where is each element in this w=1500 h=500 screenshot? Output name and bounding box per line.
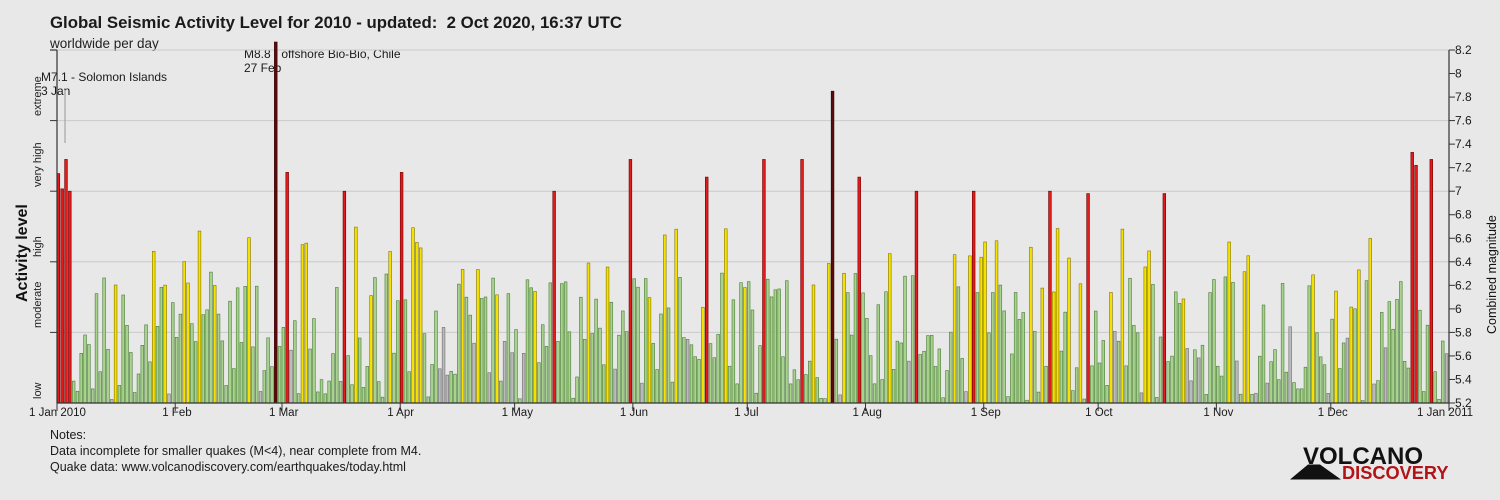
- svg-text:5.6: 5.6: [1455, 349, 1472, 363]
- svg-text:7.6: 7.6: [1455, 114, 1472, 128]
- svg-text:6.2: 6.2: [1455, 278, 1472, 292]
- svg-text:7.8: 7.8: [1455, 90, 1472, 104]
- svg-text:5.2: 5.2: [1455, 396, 1472, 410]
- svg-text:5.8: 5.8: [1455, 325, 1472, 339]
- svg-text:8.2: 8.2: [1455, 43, 1472, 57]
- svg-text:6: 6: [1455, 302, 1462, 316]
- svg-text:7.4: 7.4: [1455, 137, 1472, 151]
- svg-text:6.8: 6.8: [1455, 208, 1472, 222]
- svg-text:6.6: 6.6: [1455, 231, 1472, 245]
- svg-text:6.4: 6.4: [1455, 255, 1472, 269]
- svg-text:5.4: 5.4: [1455, 372, 1472, 386]
- svg-text:8: 8: [1455, 67, 1462, 81]
- svg-text:7: 7: [1455, 184, 1462, 198]
- svg-text:7.2: 7.2: [1455, 161, 1472, 175]
